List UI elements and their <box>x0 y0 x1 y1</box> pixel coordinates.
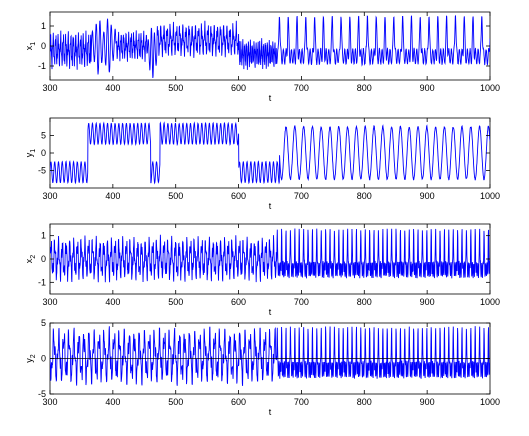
x-tick-label: 700 <box>294 83 309 93</box>
x-tick-label: 400 <box>105 297 120 307</box>
y-axis-label: x1 <box>24 42 37 51</box>
x-tick-label: 900 <box>420 191 435 201</box>
x-tick-label: 500 <box>168 397 183 407</box>
x-tick-label: 1000 <box>480 83 500 93</box>
x-tick-label: 600 <box>231 397 246 407</box>
x-tick-label: 700 <box>294 397 309 407</box>
x-tick-label: 300 <box>42 297 57 307</box>
x-tick-label: 400 <box>105 83 120 93</box>
y-tick-label: 0 <box>41 41 46 51</box>
y-tick-label: 0 <box>41 254 46 264</box>
x-tick-label: 900 <box>420 83 435 93</box>
x-axis-label: t <box>269 307 272 317</box>
y-tick-label: -1 <box>38 61 46 71</box>
x-tick-label: 900 <box>420 297 435 307</box>
subplot-4: 300 400 500 600 700 800 900 1000 -5 0 5 t y2 <box>24 318 500 417</box>
y-tick-label: 0 <box>41 354 46 364</box>
series-line <box>50 14 490 79</box>
y-axis-label: x2 <box>24 255 37 264</box>
x-tick-label: 300 <box>42 83 57 93</box>
series-line <box>50 121 490 185</box>
y-tick-label: 5 <box>41 318 46 328</box>
axes-box <box>49 11 491 81</box>
x-tick-label: 800 <box>357 191 372 201</box>
x-tick-label: 500 <box>168 83 183 93</box>
x-tick-label: 800 <box>357 83 372 93</box>
x-tick-label: 800 <box>357 397 372 407</box>
subplot-2: 300 400 500 600 700 800 900 1000 -5 0 5 t y1 <box>24 117 500 211</box>
x-tick-label: 1000 <box>480 297 500 307</box>
y-tick-label: 1 <box>41 231 46 241</box>
x-tick-label: 600 <box>231 297 246 307</box>
subplot-3: 300 400 500 600 700 800 900 1000 -1 0 1 t x2 <box>24 223 500 317</box>
y-tick-label: -1 <box>38 277 46 287</box>
x-tick-label: 500 <box>168 191 183 201</box>
x-tick-label: 600 <box>231 83 246 93</box>
x-tick-label: 400 <box>105 397 120 407</box>
x-axis-label: t <box>269 201 272 211</box>
x-tick-label: 300 <box>42 397 57 407</box>
subplot-1: 300 400 500 600 700 800 900 1000 -1 0 1 t x1 <box>24 11 500 103</box>
y-tick-label: 1 <box>41 21 46 31</box>
series-line <box>50 326 490 386</box>
x-tick-label: 1000 <box>480 397 500 407</box>
x-tick-label: 700 <box>294 297 309 307</box>
x-tick-label: 1000 <box>480 191 500 201</box>
y-tick-label: 0 <box>41 148 46 158</box>
x-tick-label: 600 <box>231 191 246 201</box>
x-tick-label: 400 <box>105 191 120 201</box>
series-line <box>50 228 490 283</box>
y-tick-label: -5 <box>38 389 46 399</box>
y-axis-label: y2 <box>24 354 37 363</box>
x-axis-label: t <box>269 93 272 103</box>
x-tick-label: 700 <box>294 191 309 201</box>
x-tick-label: 300 <box>42 191 57 201</box>
x-axis-label: t <box>269 407 272 417</box>
x-tick-label: 800 <box>357 297 372 307</box>
x-tick-label: 900 <box>420 397 435 407</box>
y-axis-label: y1 <box>24 149 37 158</box>
y-tick-label: 5 <box>41 131 46 141</box>
y-tick-label: -5 <box>38 166 46 176</box>
x-tick-label: 500 <box>168 297 183 307</box>
